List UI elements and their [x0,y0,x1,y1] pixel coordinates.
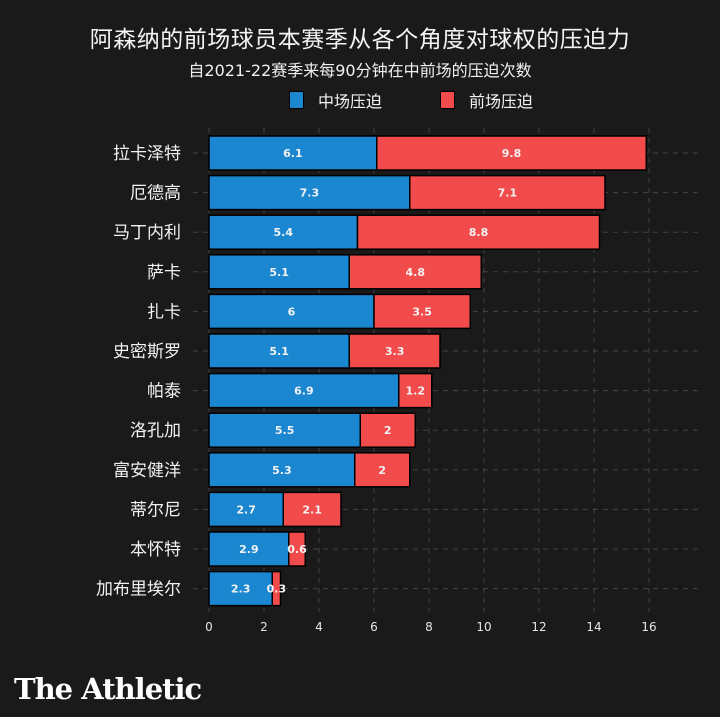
bar-midfield [208,452,356,488]
bar-midfield [208,254,350,290]
category-label: 洛孔加 [130,421,181,441]
bar-front [373,293,471,330]
x-tick-label: 12 [531,620,546,634]
bar-midfield [208,372,400,409]
x-tick-label: 8 [425,620,433,634]
data-label: 8.8 [469,226,489,239]
category-label: 富安健洋 [113,461,181,481]
legend-item-front: 前场压迫 [440,88,533,112]
category-label: 马丁内利 [113,223,181,243]
bar-front [282,491,342,528]
data-label: 5.1 [269,266,289,279]
category-label: 史密斯罗 [113,342,181,362]
bar-midfield [208,174,411,211]
category-label: 萨卡 [147,263,181,283]
x-tick-label: 16 [641,620,656,634]
legend: 中场压迫 前场压迫 [0,88,720,112]
legend-label-front: 前场压迫 [469,92,534,111]
bar-midfield [208,531,290,567]
category-label: 帕泰 [147,382,181,402]
category-label: 厄德高 [130,184,181,204]
bar-front [288,531,306,567]
data-label: 5.1 [269,345,289,358]
bar-midfield [208,293,375,330]
x-tick-label: 14 [586,620,601,634]
bar-front [348,254,482,290]
data-label: 2.3 [231,583,251,596]
legend-item-midfield: 中场压迫 [289,88,382,112]
bar-midfield [208,135,378,171]
category-label: 蒂尔尼 [130,500,181,520]
data-label: 0.6 [287,543,307,556]
data-label: 7.1 [498,187,518,200]
data-label: 3.3 [385,345,405,358]
legend-swatch-midfield [289,91,304,109]
data-label: 2 [384,424,392,437]
bar-front [348,333,441,369]
the-athletic-logo: The Athletic [14,672,202,706]
x-tick-label: 0 [205,620,213,634]
data-label: 5.4 [274,226,294,239]
bar-front [409,174,606,211]
legend-swatch-front [440,91,455,109]
x-tick-label: 2 [260,620,268,634]
data-label: 2.7 [236,503,256,516]
x-tick-label: 10 [476,620,491,634]
x-tick-label: 4 [315,620,323,634]
stacked-bar-chart: 6.1 9.8 拉卡泽特 7.3 7.1 厄德高 5.4 8.8 马丁内利 5.1 4.8 萨卡 6 3.… [96,128,700,634]
bar-midfield [208,333,350,369]
bar-midfield [208,214,359,250]
data-label: 0.3 [267,583,287,596]
bar-midfield [208,491,284,528]
data-label: 6.9 [294,385,314,398]
data-label: 6 [288,305,296,318]
data-label: 2 [378,464,386,477]
chart-title: 阿森纳的前场球员本赛季从各个角度对球权的压迫力 [89,27,631,53]
data-label: 9.8 [502,147,522,160]
chart-subtitle: 自2021-22赛季来每90分钟在中前场的压迫次数 [188,61,532,80]
bar-front [359,412,416,448]
bar-front [356,214,601,250]
x-tick-label: 6 [370,620,378,634]
bar-front [376,135,647,171]
data-label: 5.3 [272,464,292,477]
data-label: 7.3 [300,187,320,200]
bar-midfield [208,412,361,448]
data-label: 2.1 [302,503,322,516]
data-label: 6.1 [283,147,303,160]
category-label: 加布里埃尔 [96,580,181,600]
data-label: 3.5 [412,305,432,318]
bar-front [271,570,282,607]
bar-front [398,372,433,409]
category-label: 扎卡 [147,302,181,322]
bar-front [354,452,411,488]
category-label: 本怀特 [130,540,181,560]
data-label: 5.5 [275,424,295,437]
data-label: 2.9 [239,543,259,556]
category-label: 拉卡泽特 [113,144,181,164]
data-label: 1.2 [406,385,426,398]
legend-label-midfield: 中场压迫 [318,92,383,111]
data-label: 4.8 [406,266,426,279]
